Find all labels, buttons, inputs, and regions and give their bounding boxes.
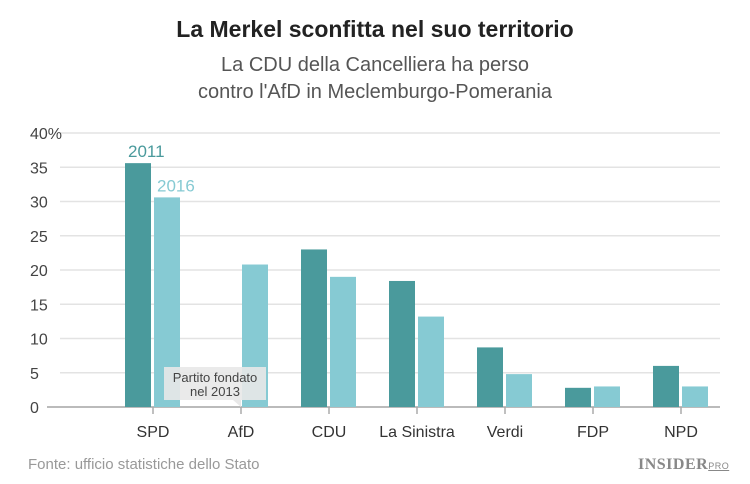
- y-tick-label: 0: [30, 400, 39, 417]
- subtitle-line-2: contro l'AfD in Meclemburgo-Pomerania: [198, 81, 552, 103]
- source-note: Fonte: ufficio statistiche dello Stato: [28, 456, 260, 473]
- y-tick-label: 25: [30, 229, 48, 246]
- annotation-pointer: [233, 400, 241, 407]
- logo-main: INSIDER: [638, 456, 709, 473]
- annotation-text: Partito fondato: [173, 370, 258, 385]
- y-tick-label: 5: [30, 366, 39, 383]
- legend-2016: 2016: [157, 176, 195, 195]
- bar-2016: [594, 386, 620, 407]
- bar-2016: [330, 276, 356, 407]
- y-tick-label: 20: [30, 263, 48, 280]
- x-tick-label: Verdi: [487, 424, 523, 441]
- annotation-text: nel 2013: [190, 384, 240, 399]
- legend-2011: 2011: [128, 142, 165, 161]
- x-tick-label: FDP: [577, 424, 609, 441]
- y-tick-label: 40%: [30, 126, 62, 143]
- x-tick-label: AfD: [228, 424, 255, 441]
- x-tick-label: SPD: [137, 424, 170, 441]
- y-tick-label: 15: [30, 297, 48, 314]
- chart-subtitle: La CDU della Cancelliera ha perso contro…: [0, 52, 750, 106]
- bar-2011: [565, 387, 591, 407]
- y-tick-label: 10: [30, 332, 48, 349]
- y-tick-label: 30: [30, 195, 48, 212]
- insider-pro-logo: INSIDERPRO: [638, 456, 729, 474]
- x-tick-label: La Sinistra: [379, 424, 455, 441]
- logo-suffix: PRO: [708, 461, 730, 471]
- subtitle-line-1: La CDU della Cancelliera ha perso: [221, 54, 529, 76]
- y-tick-label: 35: [30, 160, 48, 177]
- bar-2016: [418, 316, 444, 407]
- bar-2011: [301, 249, 327, 407]
- annotation-box: [164, 367, 266, 400]
- chart-title: La Merkel sconfitta nel suo territorio: [176, 16, 574, 42]
- bar-2011: [477, 347, 503, 407]
- bar-2011: [125, 163, 151, 407]
- bar-2016: [506, 374, 532, 407]
- x-tick-label: CDU: [312, 424, 347, 441]
- x-tick-label: NPD: [664, 424, 698, 441]
- bar-2011: [389, 280, 415, 407]
- bar-2011: [653, 365, 679, 407]
- bar-2016: [682, 386, 708, 407]
